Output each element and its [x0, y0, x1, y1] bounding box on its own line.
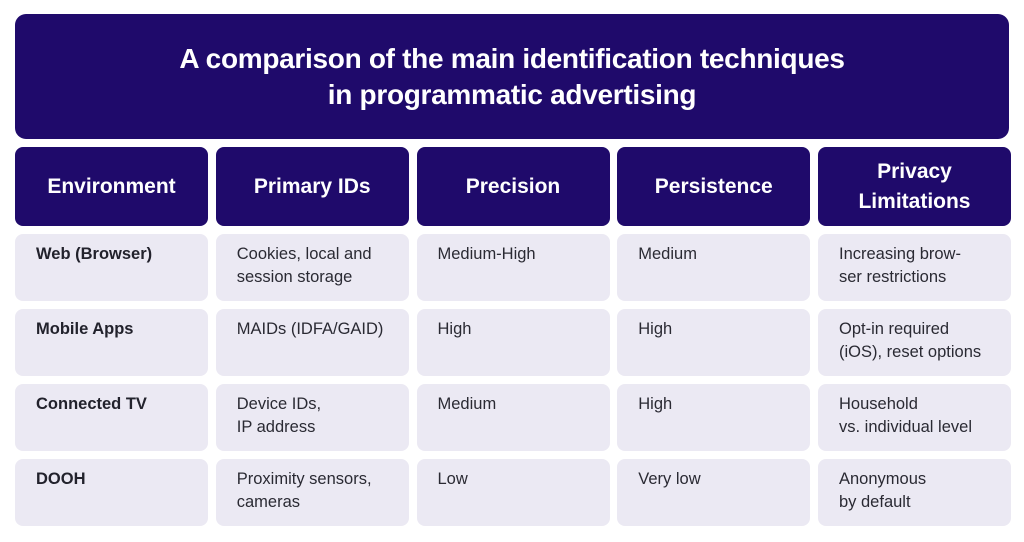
- header-label: Precision: [465, 174, 561, 198]
- cell-precision: Medium-High: [416, 234, 610, 301]
- comparison-table: Environment Primary IDs Precision Persis…: [15, 147, 1011, 534]
- header-label: Privacy: [877, 159, 952, 183]
- header-persistence: Persistence: [617, 147, 811, 226]
- cell-environment: Web (Browser): [15, 234, 208, 301]
- header-label: Environment: [47, 174, 176, 198]
- cell-precision: Medium: [416, 384, 610, 451]
- cell-privacy: Increasing brow- ser restrictions: [818, 234, 1011, 301]
- header-label: Persistence: [654, 174, 773, 198]
- cell-primary-ids: Proximity sensors, cameras: [215, 459, 409, 526]
- cell-environment: DOOH: [15, 459, 208, 526]
- cell-primary-ids: MAIDs (IDFA/GAID): [215, 309, 409, 376]
- cell-precision: High: [416, 309, 610, 376]
- title-banner: A comparison of the main identification …: [15, 14, 1009, 139]
- cell-primary-ids: Device IDs, IP address: [215, 384, 409, 451]
- cell-persistence: High: [617, 309, 811, 376]
- header-label: Limitations: [858, 189, 971, 213]
- header-precision: Precision: [416, 147, 610, 226]
- title-line-2: in programmatic advertising: [327, 78, 697, 110]
- cell-privacy: Anonymous by default: [818, 459, 1011, 526]
- cell-primary-ids: Cookies, local and session storage: [215, 234, 409, 301]
- cell-environment: Connected TV: [15, 384, 208, 451]
- cell-persistence: High: [617, 384, 811, 451]
- header-primary-ids: Primary IDs: [215, 147, 409, 226]
- cell-privacy: Household vs. individual level: [818, 384, 1011, 451]
- cell-persistence: Very low: [617, 459, 811, 526]
- cell-privacy: Opt-in required (iOS), reset options: [818, 309, 1011, 376]
- cell-persistence: Medium: [617, 234, 811, 301]
- header-privacy-limitations: Privacy Limitations: [818, 147, 1011, 226]
- header-environment: Environment: [15, 147, 208, 226]
- header-label: Primary IDs: [253, 174, 371, 198]
- cell-environment: Mobile Apps: [15, 309, 208, 376]
- cell-precision: Low: [416, 459, 610, 526]
- title-line-1: A comparison of the main identification …: [179, 42, 845, 74]
